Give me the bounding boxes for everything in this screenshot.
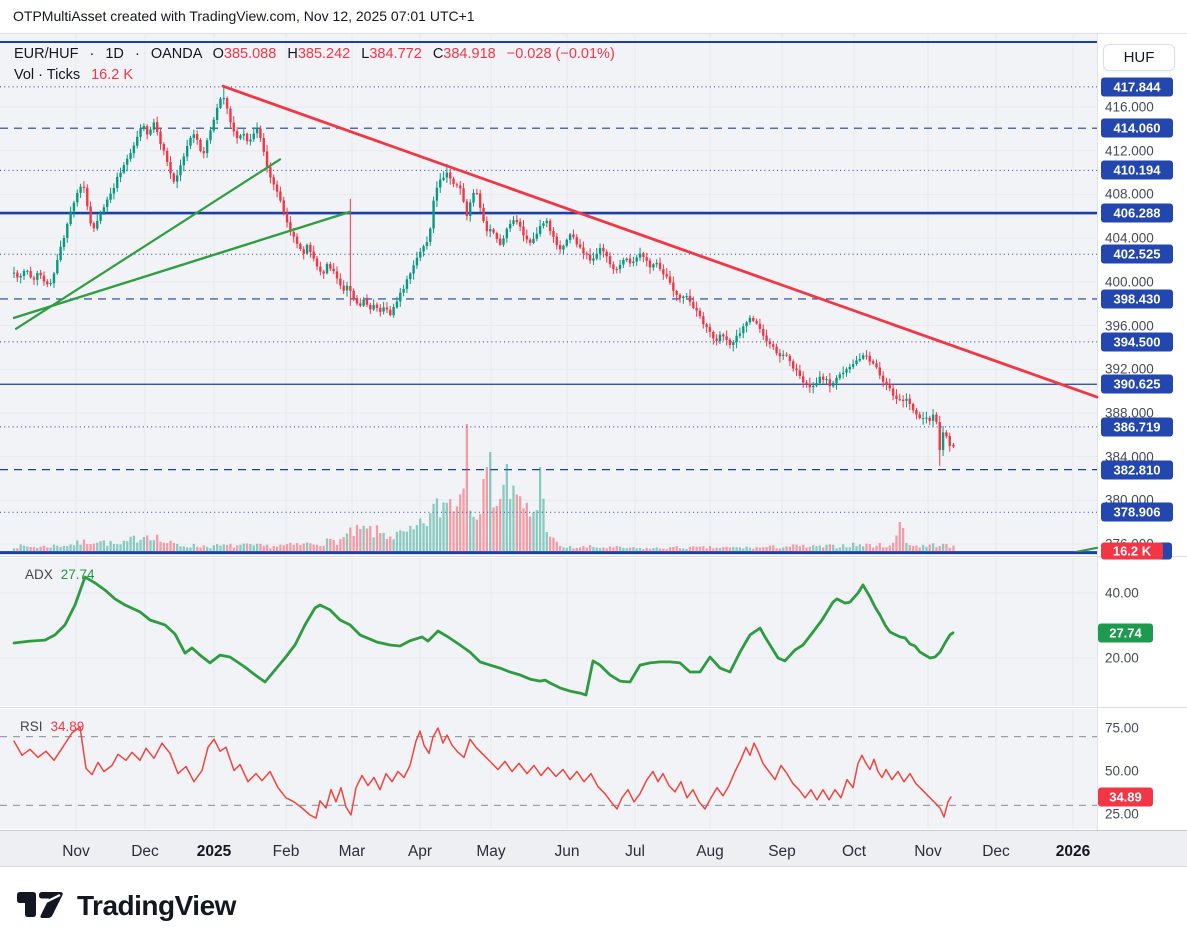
chart-top-border [0,33,1187,34]
time-axis-label[interactable]: Jun [554,843,580,860]
price-tick-label: 396.000 [1105,318,1154,333]
time-axis-label[interactable]: Oct [841,843,867,860]
price-line-badge: 398.430 [1101,289,1173,309]
volume-label: Vol · Ticks [14,67,81,83]
time-axis-label[interactable]: Jul [625,843,645,860]
adx-value-badge: 27.74 [1098,623,1153,643]
price-line-badge: 394.500 [1101,332,1173,352]
rsi-legend[interactable]: RSI 34.89 [20,719,84,734]
legend-interval[interactable]: 1D [105,46,124,62]
price-line-badge: 386.719 [1101,417,1173,437]
rsi-name: RSI [20,719,43,734]
time-axis[interactable] [0,830,1187,867]
time-axis-label[interactable]: Sep [768,843,796,860]
tradingview-logo-icon [17,892,63,918]
time-axis-label[interactable]: 2025 [196,843,232,860]
adx-tick-label: 20.00 [1105,650,1139,666]
price-tick-label: 400.000 [1105,274,1154,290]
adx-name: ADX [25,567,53,582]
pane-separator[interactable] [0,555,1187,557]
symbol-legend[interactable]: EUR/HUF · 1D · OANDA O385.088 H385.242 L… [14,46,615,62]
volume-legend[interactable]: Vol · Ticks 16.2 K [14,67,133,83]
price-line-badge: 378.906 [1101,502,1173,522]
rsi-tick-label: 75.00 [1105,720,1139,736]
price-tick-label: 416.000 [1105,99,1154,115]
currency-axis-button[interactable]: HUF [1103,44,1175,71]
time-axis-label[interactable]: Dec [131,843,159,860]
footer-branding[interactable]: TradingView [15,889,236,923]
low-label: L [361,46,370,62]
brand-name: TradingView [77,890,236,921]
price-line-badge: 406.288 [1101,203,1173,223]
time-axis-label[interactable]: Mar [338,843,366,860]
adx-value: 27.74 [60,567,95,582]
time-axis-label[interactable]: Nov [914,843,942,860]
price-line-badge: 417.844 [1101,77,1173,97]
time-axis-label[interactable]: Feb [272,843,300,860]
open-value: 385.088 [223,46,277,62]
legend-exchange[interactable]: OANDA [150,46,202,62]
price-pane-background[interactable] [0,34,1097,555]
volume-badge: 16.2 K [1101,542,1163,560]
high-label: H [287,46,298,62]
price-tick-label: 412.000 [1105,143,1154,159]
price-line-badge: 390.625 [1101,374,1173,394]
adx-tick-label: 40.00 [1105,585,1139,601]
price-line-badge: 402.525 [1101,244,1173,264]
time-axis-label[interactable]: Nov [62,843,90,860]
rsi-value-badge: 34.89 [1098,787,1153,807]
price-tick-label: 404.000 [1105,230,1154,246]
rsi-tick-label: 50.00 [1105,763,1139,779]
volume-value: 16.2 K [91,67,134,83]
time-axis-label[interactable]: May [476,843,506,860]
adx-legend[interactable]: ADX 27.74 [25,567,95,582]
low-value: 384.772 [369,46,422,62]
price-tick-label: 388.000 [1105,405,1154,421]
time-axis-label[interactable]: Aug [696,843,724,860]
price-line-badge: 382.810 [1101,460,1173,480]
time-axis-label[interactable]: Dec [982,843,1010,860]
price-line-badge: 410.194 [1101,160,1173,180]
close-value: 384.918 [443,46,496,62]
header-title: OTPMultiAsset created with TradingView.c… [13,8,475,24]
rsi-tick-label: 25.00 [1105,806,1139,822]
high-value: 385.242 [297,46,351,62]
legend-symbol[interactable]: EUR/HUF [14,46,79,62]
rsi-value: 34.89 [50,719,85,734]
price-line-badge: 414.060 [1101,118,1173,138]
open-label: O [212,46,224,62]
time-axis-label[interactable]: 2026 [1055,843,1091,860]
price-tick-label: 392.000 [1105,361,1154,377]
price-tick-label: 408.000 [1105,186,1154,202]
time-axis-label[interactable]: Apr [407,843,433,860]
close-label: C [432,46,444,62]
pane-separator[interactable] [0,706,1187,708]
change-value: −0.028 (−0.01%) [506,46,615,62]
